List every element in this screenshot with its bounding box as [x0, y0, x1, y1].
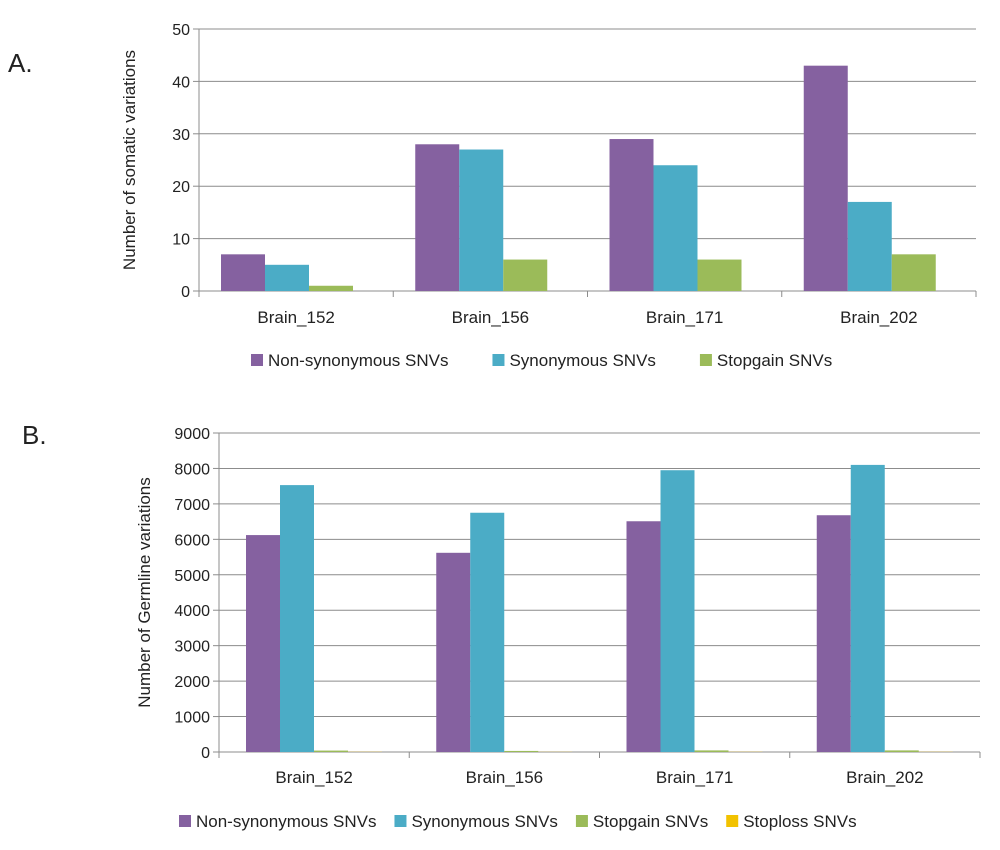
bar [884, 750, 919, 752]
y-tick-label: 30 [172, 127, 190, 144]
bar [660, 470, 695, 752]
legend-entry: Synonymous SNVs [509, 351, 655, 370]
legend-swatch [726, 815, 739, 827]
x-category-label: Brain_171 [656, 768, 734, 787]
legend-entry: Stoploss SNVs [743, 812, 856, 831]
x-category-label: Brain_202 [840, 308, 918, 327]
legend-entry: Stopgain SNVs [717, 351, 832, 370]
y-tick-label: 50 [172, 22, 190, 39]
legend-swatch [492, 354, 505, 366]
bar [415, 144, 460, 291]
bar [221, 254, 265, 291]
bar [309, 285, 353, 291]
x-category-label: Brain_152 [275, 768, 353, 787]
y-tick-label: 6000 [174, 532, 210, 549]
bar [470, 512, 505, 752]
x-category-label: Brain_152 [257, 308, 335, 327]
y-tick-label: 0 [201, 745, 210, 762]
y-tick-label: 8000 [174, 461, 210, 478]
bar [436, 552, 471, 752]
panel-label-b: B. [22, 420, 47, 450]
bar [626, 521, 661, 752]
panel-label-a: A. [8, 48, 33, 78]
bar [246, 535, 280, 752]
legend-swatch [699, 354, 712, 366]
bar [891, 254, 936, 291]
x-category-label: Brain_171 [646, 308, 724, 327]
x-category-label: Brain_156 [452, 308, 530, 327]
bar [847, 201, 892, 291]
y-tick-label: 9000 [174, 426, 210, 443]
y-tick-label: 4000 [174, 603, 210, 620]
legend-swatch [251, 354, 263, 366]
legend-entry: Non-synonymous SNVs [196, 812, 376, 831]
bar [314, 750, 348, 752]
bar [504, 750, 539, 752]
x-category-label: Brain_156 [466, 768, 544, 787]
bar [816, 515, 851, 752]
bar [503, 259, 548, 291]
y-tick-label: 2000 [174, 674, 210, 691]
bar [850, 464, 885, 752]
bar [459, 149, 504, 291]
bar [803, 65, 848, 292]
y-tick-label: 5000 [174, 568, 210, 585]
legend-swatch [179, 815, 191, 827]
legend-entry: Stopgain SNVs [593, 812, 708, 831]
bar [694, 750, 729, 752]
bar [609, 139, 654, 291]
y-tick-label: 7000 [174, 497, 210, 514]
legend-swatch [394, 815, 407, 827]
bar [265, 264, 309, 291]
y-tick-label: 3000 [174, 639, 210, 656]
y-tick-label: 1000 [174, 710, 210, 727]
y-tick-label: 0 [181, 284, 190, 301]
y-tick-label: 20 [172, 179, 190, 196]
legend-entry: Synonymous SNVs [411, 812, 557, 831]
bar [280, 485, 314, 752]
y-axis-title: Number of Germline variations [135, 477, 154, 708]
bar [697, 259, 742, 291]
legend-entry: Non-synonymous SNVs [268, 351, 448, 370]
legend-swatch [575, 815, 588, 827]
y-axis-title: Number of somatic variations [120, 50, 139, 270]
bar [653, 165, 698, 291]
y-tick-label: 10 [172, 232, 190, 249]
x-category-label: Brain_202 [846, 768, 924, 787]
y-tick-label: 40 [172, 74, 190, 91]
